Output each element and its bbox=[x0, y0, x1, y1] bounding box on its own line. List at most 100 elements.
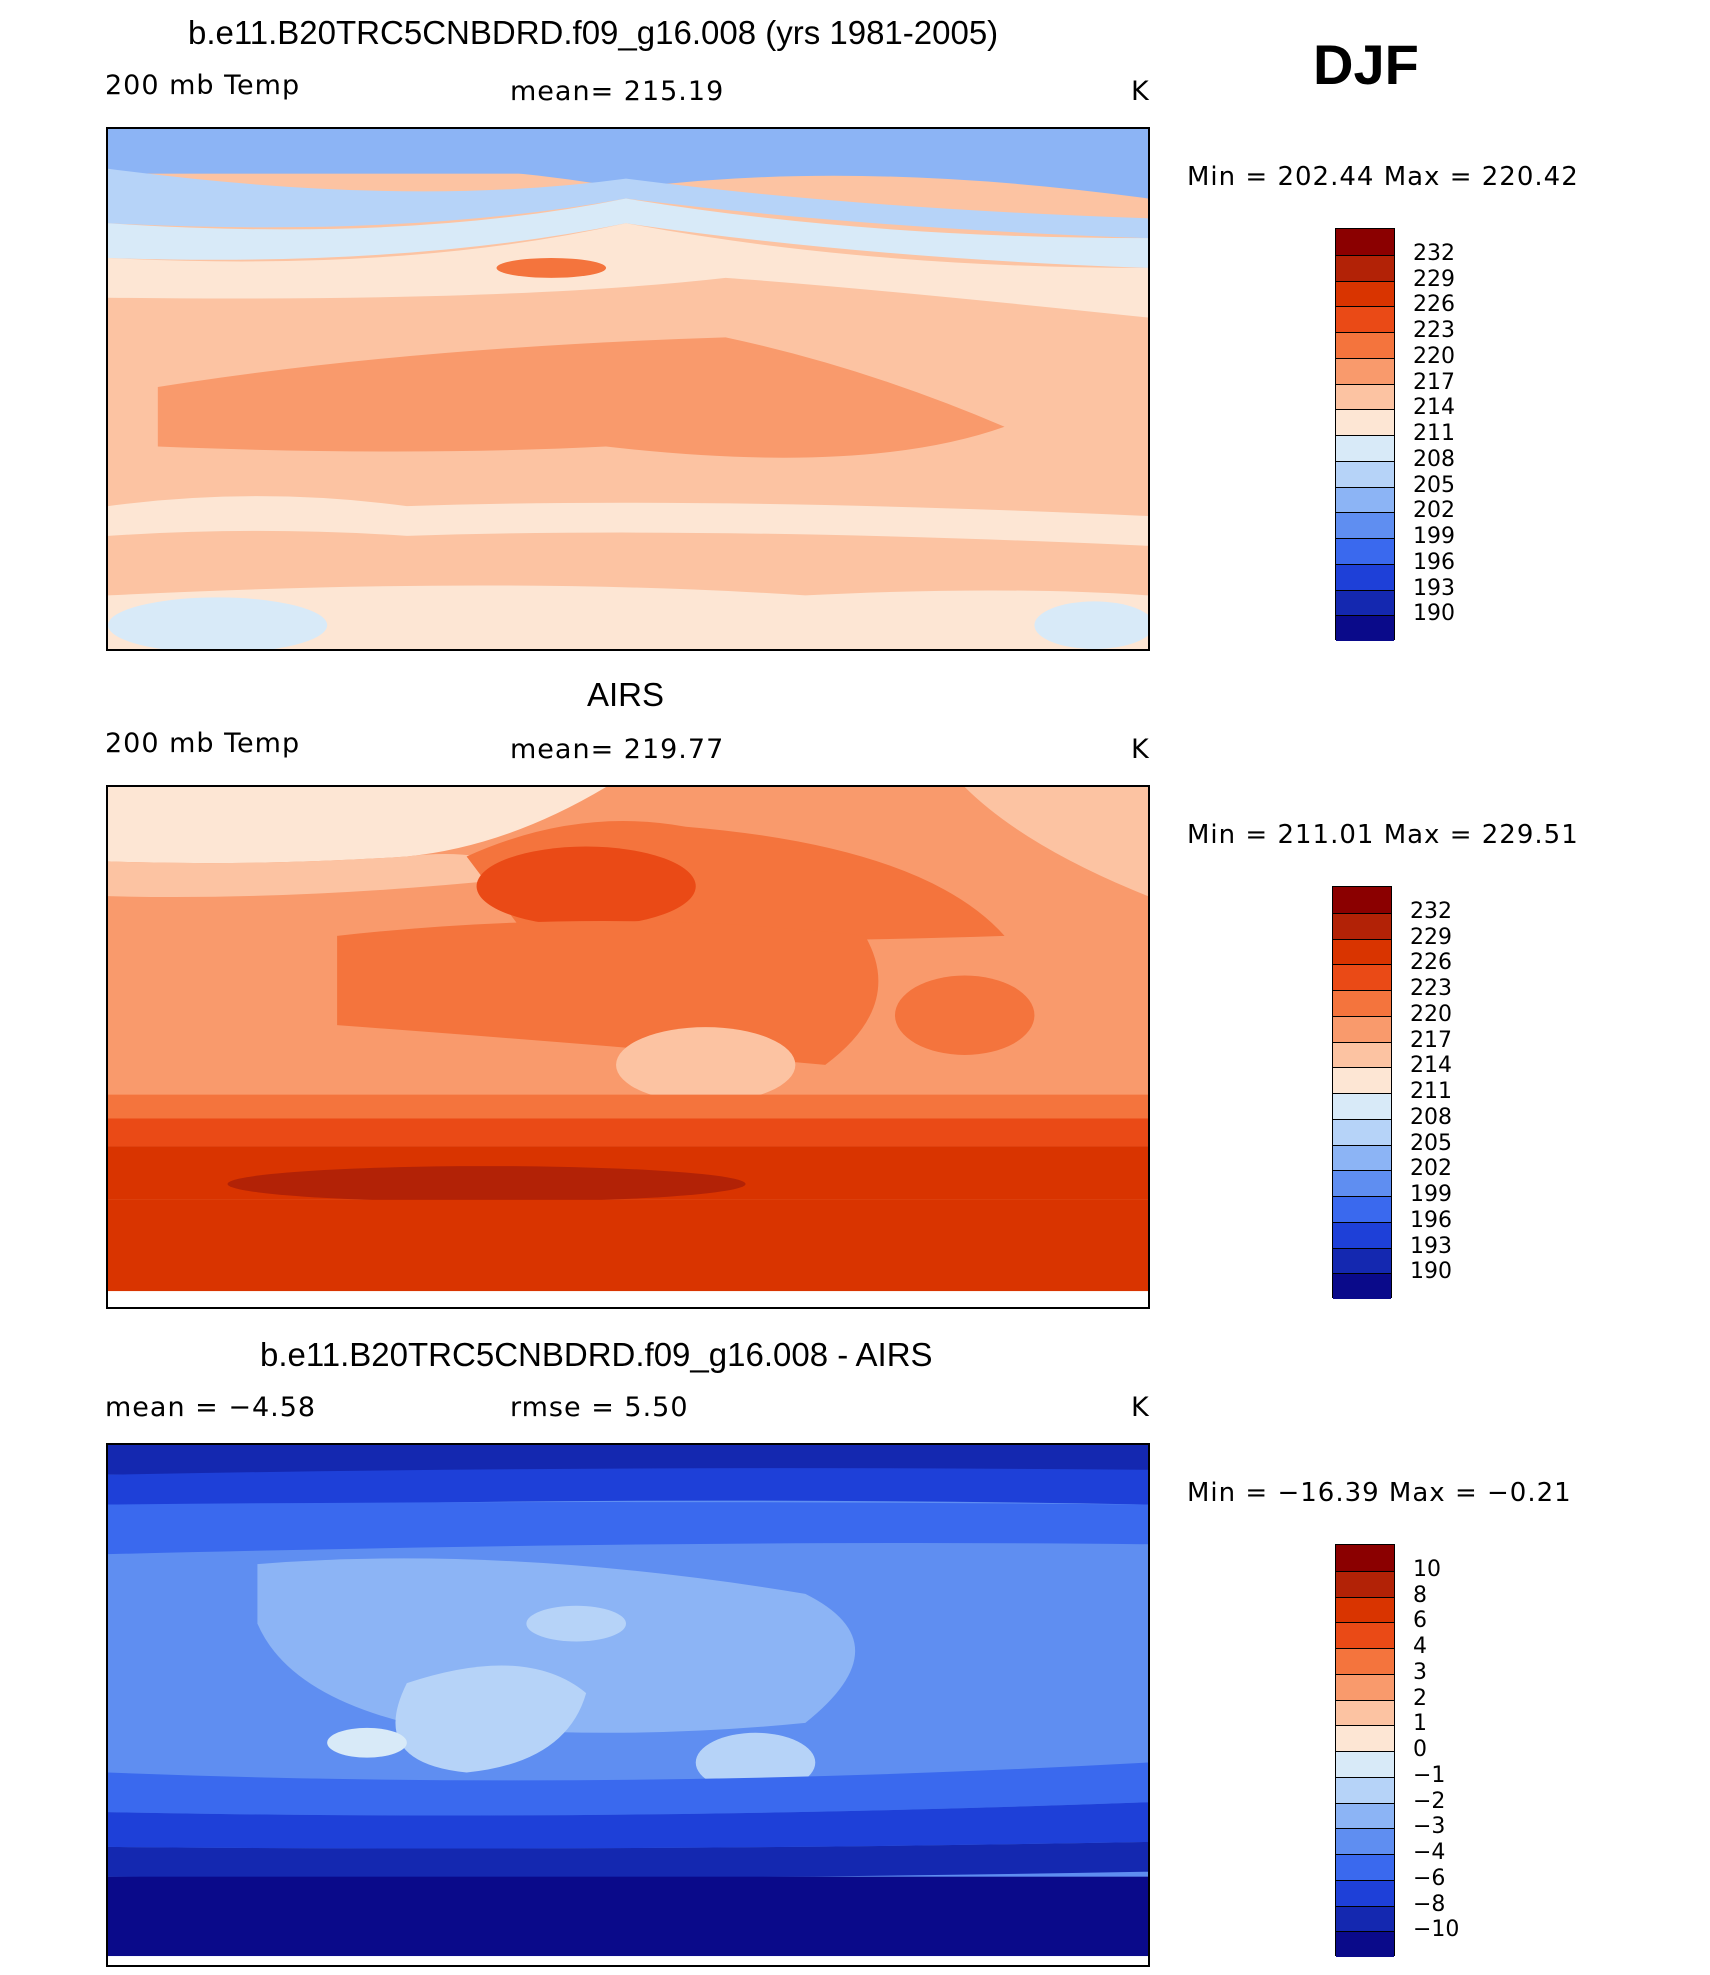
colorbar-obs-swatch bbox=[1333, 1067, 1391, 1093]
colorbar-diff-swatch bbox=[1336, 1699, 1394, 1726]
colorbar-obs-tick-label: 208 bbox=[1410, 1104, 1452, 1130]
colorbar-model-tick-label: 223 bbox=[1413, 318, 1455, 343]
panel-mean-label-model: mean= 215.19 bbox=[510, 76, 725, 107]
panel-units-obs: K bbox=[1131, 734, 1150, 765]
season-label: DJF bbox=[1313, 33, 1419, 96]
colorbar-obs-tick-label: 214 bbox=[1410, 1053, 1452, 1079]
colorbar-diff-tick-label: 1 bbox=[1413, 1711, 1427, 1737]
colorbar-model-tick-label: 229 bbox=[1413, 266, 1455, 292]
colorbar-diff-tick-label: −1 bbox=[1413, 1762, 1446, 1788]
map-obs bbox=[106, 785, 1150, 1309]
colorbar-diff-swatch bbox=[1336, 1828, 1394, 1854]
colorbar-model-swatch bbox=[1336, 435, 1394, 461]
colorbar-obs-swatch bbox=[1333, 964, 1391, 990]
colorbar-model-swatch bbox=[1336, 383, 1394, 410]
colorbar-diff-tick-label: 6 bbox=[1413, 1608, 1427, 1634]
colorbar-diff-swatch bbox=[1336, 1725, 1394, 1751]
colorbar-obs-tick-label: 229 bbox=[1410, 924, 1452, 950]
panel-mean-label-diff: mean = −4.58 bbox=[105, 1392, 317, 1423]
colorbar-diff-swatch bbox=[1336, 1570, 1394, 1597]
colorbar-obs-tick-label: 232 bbox=[1410, 898, 1452, 924]
colorbar-model-swatch bbox=[1336, 306, 1394, 332]
colorbar-model-tick-label: 205 bbox=[1413, 472, 1455, 498]
colorbar-model-tick-label: 190 bbox=[1413, 601, 1455, 627]
colorbar-diff-swatch bbox=[1336, 1802, 1394, 1829]
panel-units-model: K bbox=[1131, 76, 1150, 107]
colorbar-model-tick-label: 220 bbox=[1413, 343, 1455, 369]
colorbar-obs-tick-label: 202 bbox=[1410, 1156, 1452, 1182]
colorbar-diff-swatch bbox=[1336, 1545, 1394, 1571]
colorbar-diff-swatch bbox=[1336, 1905, 1394, 1932]
panel-rmse-label-diff: rmse = 5.50 bbox=[510, 1392, 689, 1423]
colorbar-obs-swatch bbox=[1333, 938, 1391, 965]
panel-title-obs: AIRS bbox=[587, 676, 665, 713]
colorbar-obs-swatch bbox=[1333, 1196, 1391, 1222]
colorbar-model-tick-label: 217 bbox=[1413, 369, 1455, 395]
colorbar-diff-tick-label: 4 bbox=[1413, 1634, 1427, 1659]
map-model-fill bbox=[108, 129, 1148, 649]
colorbar-model-swatch bbox=[1336, 512, 1394, 538]
colorbar-obs-swatch bbox=[1333, 1093, 1391, 1119]
colorbar-diff-tick-label: −2 bbox=[1413, 1788, 1446, 1814]
colorbar-model-tick-label: 199 bbox=[1413, 524, 1455, 549]
colorbar-diff-swatch bbox=[1336, 1622, 1394, 1648]
colorbar-model-swatch bbox=[1336, 460, 1394, 487]
colorbar-obs-swatch bbox=[1333, 1015, 1391, 1042]
map-obs-fill bbox=[108, 787, 1148, 1307]
colorbar-diff-swatch bbox=[1336, 1854, 1394, 1880]
colorbar-obs-swatch bbox=[1333, 887, 1391, 913]
colorbar-obs-swatch bbox=[1333, 1118, 1391, 1145]
colorbar-model-swatch bbox=[1336, 486, 1394, 513]
colorbar-model-swatch bbox=[1336, 563, 1394, 590]
panel-title-model: b.e11.B20TRC5CNBDRD.f09_g16.008 (yrs 198… bbox=[188, 14, 999, 51]
colorbar-obs-swatch bbox=[1333, 1221, 1391, 1248]
colorbar-obs-tick-label: 199 bbox=[1410, 1182, 1452, 1207]
colorbar-obs-swatch bbox=[1333, 1170, 1391, 1196]
colorbar-diff-tick-label: −6 bbox=[1413, 1865, 1446, 1891]
colorbar-model-tick-label: 202 bbox=[1413, 498, 1455, 524]
colorbar-model-tick-label: 232 bbox=[1413, 240, 1455, 266]
map-diff bbox=[106, 1443, 1150, 1967]
colorbar-obs-tick-label: 217 bbox=[1410, 1027, 1452, 1053]
colorbar-model-swatch bbox=[1336, 229, 1394, 255]
colorbar-diff-tick-label: 2 bbox=[1413, 1685, 1427, 1711]
colorbar-diff-swatch bbox=[1336, 1673, 1394, 1700]
colorbar-diff-tick-label: −3 bbox=[1413, 1814, 1446, 1840]
map-diff-fill bbox=[108, 1445, 1148, 1965]
colorbar-obs-tick-label: 226 bbox=[1410, 950, 1452, 976]
colorbar-model-swatch bbox=[1336, 589, 1394, 616]
colorbar-diff-swatch bbox=[1336, 1879, 1394, 1906]
colorbar-obs-swatch bbox=[1333, 1273, 1391, 1299]
colorbar-model-swatch bbox=[1336, 538, 1394, 564]
colorbar-diff-swatch bbox=[1336, 1596, 1394, 1623]
colorbar-obs-tick-label: 190 bbox=[1410, 1259, 1452, 1285]
colorbar-model-tick-label: 214 bbox=[1413, 395, 1455, 421]
colorbar-model-swatches bbox=[1335, 228, 1395, 641]
colorbar-obs-tick-label: 211 bbox=[1410, 1079, 1452, 1104]
colorbar-diff-tick-label: −10 bbox=[1413, 1917, 1460, 1943]
colorbar-obs-swatch bbox=[1333, 1144, 1391, 1171]
colorbar-diff-tick-label: 3 bbox=[1413, 1659, 1427, 1685]
colorbar-model-swatch bbox=[1336, 280, 1394, 307]
colorbar-diff-tick-label: −4 bbox=[1413, 1840, 1446, 1865]
colorbar-diff-swatch bbox=[1336, 1648, 1394, 1674]
colorbar-diff-tick-label: 8 bbox=[1413, 1582, 1427, 1608]
panel-mean-label-obs: mean= 219.77 bbox=[510, 734, 725, 765]
colorbar-obs-tick-label: 220 bbox=[1410, 1001, 1452, 1027]
colorbar-diff-tick-label: −8 bbox=[1413, 1891, 1446, 1917]
colorbar-obs-swatches bbox=[1332, 886, 1392, 1299]
panel-units-diff: K bbox=[1131, 1392, 1150, 1423]
colorbar-diff-swatch bbox=[1336, 1751, 1394, 1777]
colorbar-model-tick-label: 208 bbox=[1413, 446, 1455, 472]
colorbar-obs-swatch bbox=[1333, 1247, 1391, 1274]
colorbar-obs-swatch bbox=[1333, 990, 1391, 1016]
panel-left-label-model: 200 mb Temp bbox=[105, 70, 301, 101]
colorbar-obs-tick-label: 193 bbox=[1410, 1233, 1452, 1259]
panel-minmax-diff: Min = −16.39 Max = −0.21 bbox=[1187, 1478, 1572, 1508]
colorbar-obs-swatch bbox=[1333, 912, 1391, 939]
panel-minmax-obs: Min = 211.01 Max = 229.51 bbox=[1187, 820, 1579, 850]
colorbar-diff-swatch bbox=[1336, 1931, 1394, 1957]
colorbar-model-swatch bbox=[1336, 357, 1394, 384]
colorbar-diff-tick-label: 10 bbox=[1413, 1556, 1441, 1582]
colorbar-model-swatch bbox=[1336, 254, 1394, 281]
